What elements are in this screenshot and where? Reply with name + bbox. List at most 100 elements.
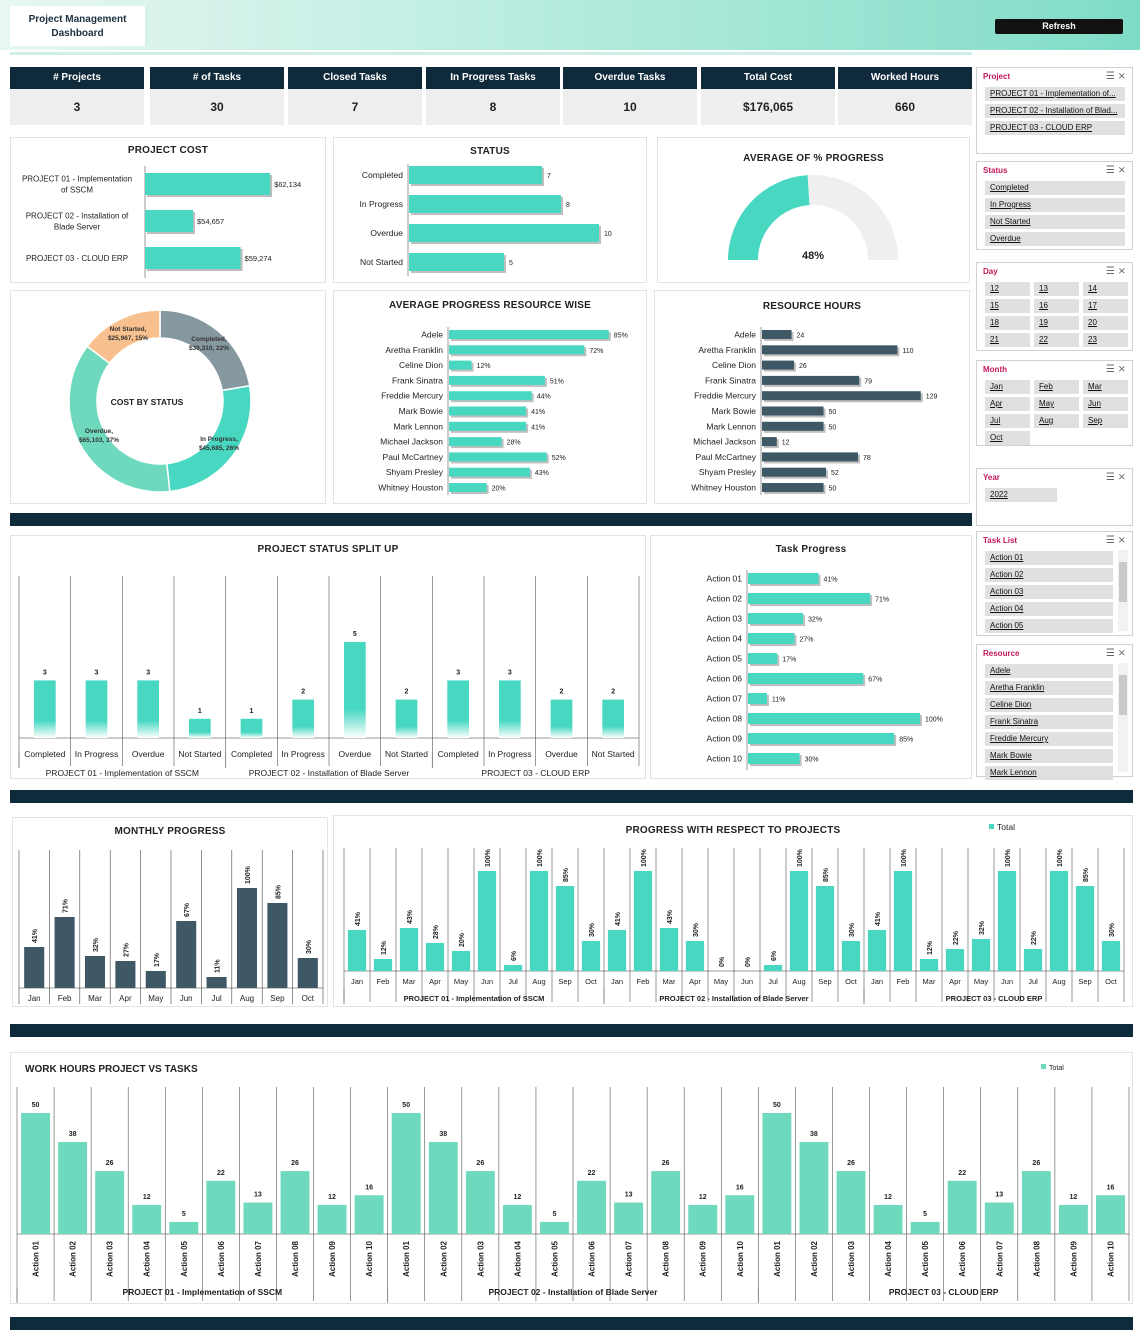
- slicer-item[interactable]: Adele: [985, 664, 1113, 678]
- slicer-item[interactable]: 12: [985, 282, 1030, 296]
- refresh-button[interactable]: Refresh: [995, 19, 1123, 34]
- slicer-item[interactable]: Jul: [985, 414, 1030, 428]
- slicer-item[interactable]: Frank Sinatra: [985, 715, 1113, 729]
- slicer-item[interactable]: 20: [1083, 316, 1128, 330]
- data-label: 12: [143, 1194, 151, 1201]
- slicer-item[interactable]: Oct: [985, 431, 1030, 445]
- category-label: Action 03: [847, 1240, 856, 1277]
- bar: [997, 871, 1017, 971]
- category-label: Action 01: [32, 1240, 41, 1277]
- bar: [503, 965, 523, 971]
- data-label: 12%: [381, 940, 388, 955]
- bar: [176, 921, 197, 988]
- bar: [449, 345, 585, 355]
- category-label: Action 10: [736, 1240, 745, 1277]
- data-label: 26: [799, 363, 807, 370]
- slicer-item[interactable]: Sep: [1083, 414, 1128, 428]
- data-label: 38: [439, 1131, 447, 1138]
- resource-hours-chart: Adele 24 Aretha Franklin 110 Celine Dion 26 Fr…: [691, 327, 938, 495]
- slicer-item[interactable]: 18: [985, 316, 1030, 330]
- slicer-item[interactable]: 13: [1034, 282, 1079, 296]
- data-label: 52%: [552, 455, 566, 462]
- group-label: PROJECT 01 - Implementation of SSCM: [46, 768, 199, 778]
- slicer-item[interactable]: Completed: [985, 181, 1125, 195]
- multi-select-icon[interactable]: ☰ ⨯: [1105, 472, 1126, 483]
- category-label: Jul: [768, 977, 778, 986]
- data-label: 50: [829, 409, 837, 416]
- slicer-item[interactable]: Mar: [1083, 380, 1128, 394]
- category-label: Action 02: [69, 1240, 78, 1277]
- slicer-item[interactable]: Not Started: [985, 215, 1125, 229]
- slicer-item[interactable]: Aug: [1034, 414, 1079, 428]
- bar: [449, 391, 532, 401]
- multi-select-icon[interactable]: ☰ ⨯: [1105, 535, 1126, 546]
- slicer-item[interactable]: Apr: [985, 397, 1030, 411]
- data-label: 22%: [1031, 930, 1038, 945]
- slicer-item[interactable]: Aretha Franklin: [985, 681, 1113, 695]
- data-label: 30%: [1109, 922, 1116, 937]
- bar: [550, 699, 573, 738]
- data-label: 85%: [1083, 867, 1090, 882]
- slicer-item[interactable]: Action 04: [985, 602, 1113, 616]
- slicer-item[interactable]: Jun: [1083, 397, 1128, 411]
- slicer-item[interactable]: Jan: [985, 380, 1030, 394]
- bar: [1023, 949, 1043, 971]
- slicer-item[interactable]: Action 01: [985, 551, 1113, 565]
- data-label: 12: [1070, 1194, 1078, 1201]
- slicer-item[interactable]: Action 05: [985, 619, 1113, 633]
- slicer-item[interactable]: 16: [1034, 299, 1079, 313]
- data-label: 3: [95, 669, 99, 676]
- slicer-item[interactable]: Mark Bowie: [985, 749, 1113, 763]
- slicer-item[interactable]: Freddie Mercury: [985, 732, 1113, 746]
- multi-select-icon[interactable]: ☰ ⨯: [1105, 648, 1126, 659]
- slicer-item[interactable]: Action 02: [985, 568, 1113, 582]
- bar: [115, 961, 136, 988]
- slicer-item[interactable]: Mark Lennon: [985, 766, 1113, 780]
- slicer-item[interactable]: Action 03: [985, 585, 1113, 599]
- data-label: 71%: [63, 898, 70, 913]
- multi-select-icon[interactable]: ☰ ⨯: [1105, 71, 1126, 82]
- slicer-item[interactable]: Overdue: [985, 232, 1125, 246]
- data-label: 7: [547, 173, 551, 180]
- scrollbar-thumb[interactable]: [1119, 675, 1127, 715]
- multi-select-icon[interactable]: ☰ ⨯: [1105, 266, 1126, 277]
- bar: [449, 360, 472, 370]
- category-label: Mar: [923, 977, 936, 986]
- scrollbar[interactable]: [1118, 550, 1128, 631]
- category-label: Action 10: [365, 1240, 374, 1277]
- slicer-item[interactable]: 23: [1083, 333, 1128, 347]
- bar: [24, 947, 45, 988]
- slice-label: $39,310, 22%: [189, 345, 229, 352]
- data-label: 67%: [868, 677, 882, 684]
- category-label: Freddie Mercury: [694, 391, 757, 401]
- kpi-label: Total Cost: [701, 67, 835, 89]
- scrollbar[interactable]: [1118, 663, 1128, 772]
- cost-by-status-title: COST BY STATUS: [111, 397, 184, 407]
- data-label: 100%: [797, 848, 804, 867]
- bar: [659, 928, 679, 971]
- slicer-item[interactable]: PROJECT 02 - Installation of Blad...: [985, 104, 1125, 118]
- kpi-value: $176,065: [701, 89, 835, 125]
- group-label: PROJECT 03 - CLOUD ERP: [481, 768, 590, 778]
- slicer-item[interactable]: PROJECT 01 - Implementation of...: [985, 87, 1125, 101]
- avg-progress-resource-title: AVERAGE PROGRESS RESOURCE WISE: [389, 300, 591, 311]
- multi-select-icon[interactable]: ☰ ⨯: [1105, 165, 1126, 176]
- slicer-item[interactable]: May: [1034, 397, 1079, 411]
- slicer-item[interactable]: Celine Dion: [985, 698, 1113, 712]
- multi-select-icon[interactable]: ☰ ⨯: [1105, 364, 1126, 375]
- category-label: Action 10: [707, 754, 743, 764]
- slicer-item[interactable]: 15: [985, 299, 1030, 313]
- slicer-item[interactable]: 21: [985, 333, 1030, 347]
- slicer-item[interactable]: Feb: [1034, 380, 1079, 394]
- scrollbar-thumb[interactable]: [1119, 562, 1127, 602]
- slicer-item[interactable]: 22: [1034, 333, 1079, 347]
- data-label: 12: [328, 1194, 336, 1201]
- slicer-item[interactable]: 17: [1083, 299, 1128, 313]
- slicer-item[interactable]: In Progress: [985, 198, 1125, 212]
- bar: [748, 753, 800, 764]
- slicer-item[interactable]: 19: [1034, 316, 1079, 330]
- slicer-item[interactable]: 14: [1083, 282, 1128, 296]
- data-label: 41%: [615, 911, 622, 926]
- slicer-item[interactable]: PROJECT 03 - CLOUD ERP: [985, 121, 1125, 135]
- slicer-item[interactable]: 2022: [985, 488, 1057, 502]
